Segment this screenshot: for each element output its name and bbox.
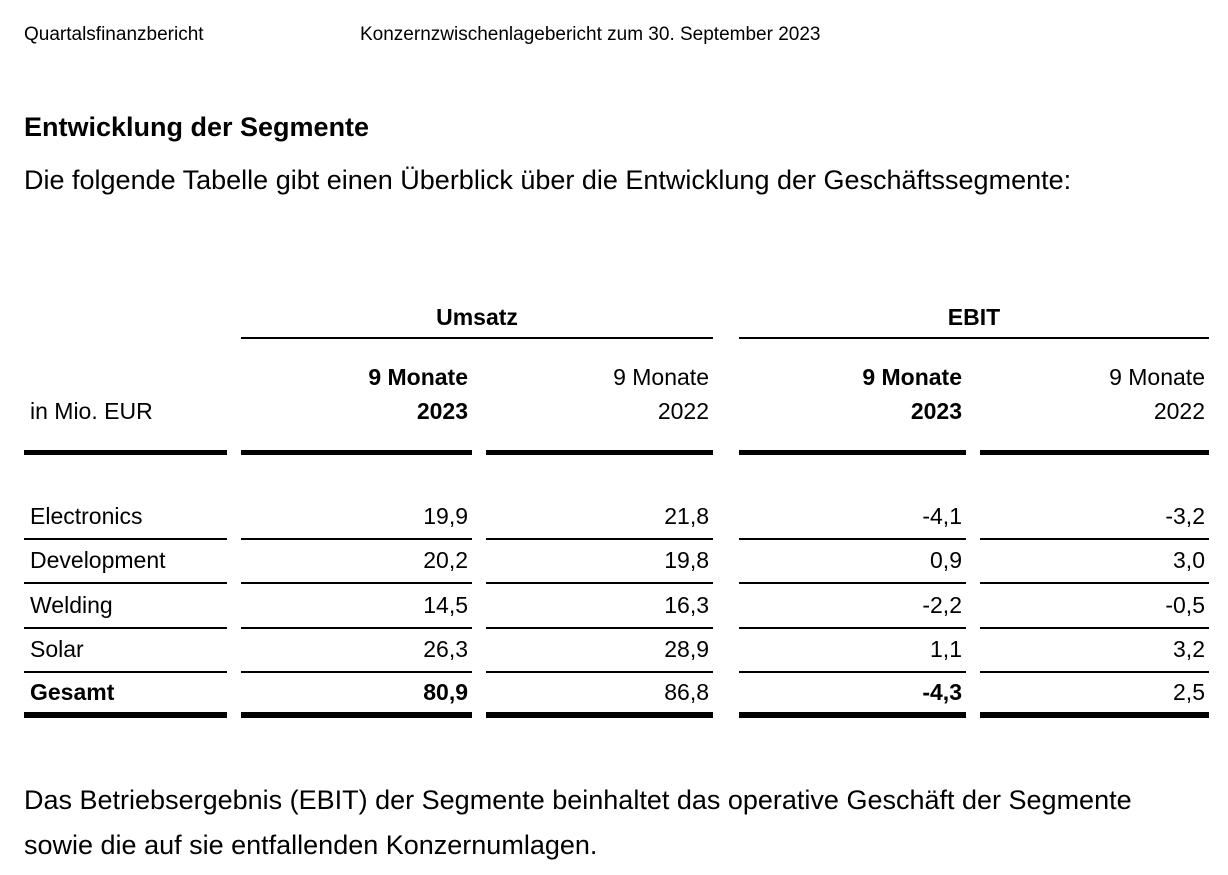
cell-umsatz-2023: 14,5: [241, 584, 472, 629]
footer-note-line2: sowie die auf sie entfallenden Konzernum…: [24, 830, 598, 860]
section-title: Entwicklung der Segmente: [24, 112, 370, 142]
running-head-left: Quartalsfinanzbericht: [24, 24, 204, 45]
column-header-line2: 2023: [416, 398, 468, 424]
cell-ebit-2023: -4,3: [739, 673, 966, 718]
cell-umsatz-2023: 19,9: [241, 495, 472, 540]
cell-ebit-2023: -2,2: [739, 584, 966, 629]
cell-ebit-2022: 3,0: [980, 540, 1209, 584]
column-header-line1: 9 Monate: [368, 364, 468, 390]
column-header-ebit-2023: 9 Monate 2023: [739, 339, 966, 455]
column-header-line1: 9 Monate: [862, 364, 962, 390]
cell-ebit-2023: 0,9: [739, 540, 966, 584]
column-header-ebit-2022: 9 Monate 2022: [980, 339, 1209, 455]
row-label: Welding: [24, 584, 227, 629]
cell-umsatz-2023: 20,2: [241, 540, 472, 584]
column-header-row: in Mio. EUR 9 Monate 2023 9 Monate 2022 …: [24, 339, 1209, 455]
group-header-ebit: EBIT: [739, 290, 1209, 339]
row-label: Electronics: [24, 495, 227, 540]
footer-note-line1: Das Betriebsergebnis (EBIT) der Segmente…: [24, 785, 1132, 815]
cell-ebit-2022: -3,2: [980, 495, 1209, 540]
row-label: Solar: [24, 629, 227, 673]
intro-paragraph: Die folgende Tabelle gibt einen Überblic…: [24, 165, 1072, 195]
cell-umsatz-2022: 19,8: [486, 540, 713, 584]
group-header-row: Umsatz EBIT: [24, 290, 1209, 339]
table-row-total: Gesamt 80,9 86,8 -4,3 2,5: [24, 673, 1209, 718]
cell-umsatz-2022: 16,3: [486, 584, 713, 629]
footer-note: Das Betriebsergebnis (EBIT) der Segmente…: [24, 778, 1214, 868]
cell-umsatz-2022: 28,9: [486, 629, 713, 673]
column-header-line2: 2022: [1153, 398, 1205, 424]
cell-ebit-2023: 1,1: [739, 629, 966, 673]
column-header-line1: 9 Monate: [1109, 364, 1205, 390]
cell-umsatz-2022: 86,8: [486, 673, 713, 718]
segment-table: Umsatz EBIT in Mio. EUR 9 Monate 2023 9 …: [24, 290, 1209, 718]
row-label: Gesamt: [24, 673, 227, 718]
running-head-right: Konzernzwischenlagebericht zum 30. Septe…: [360, 24, 821, 45]
column-header-line2: 2023: [910, 398, 962, 424]
table-row-solar: Solar 26,3 28,9 1,1 3,2: [24, 629, 1209, 673]
cell-ebit-2022: 3,2: [980, 629, 1209, 673]
unit-label: in Mio. EUR: [30, 398, 153, 424]
cell-umsatz-2023: 80,9: [241, 673, 472, 718]
row-label: Development: [24, 540, 227, 584]
column-header-umsatz-2022: 9 Monate 2022: [486, 339, 713, 455]
table-row-development: Development 20,2 19,8 0,9 3,0: [24, 540, 1209, 584]
cell-umsatz-2023: 26,3: [241, 629, 472, 673]
table-gap-row: [24, 455, 1209, 495]
column-header-umsatz-2023: 9 Monate 2023: [241, 339, 472, 455]
column-header-line1: 9 Monate: [613, 364, 709, 390]
cell-umsatz-2022: 21,8: [486, 495, 713, 540]
cell-ebit-2022: -0,5: [980, 584, 1209, 629]
column-header-line2: 2022: [657, 398, 709, 424]
unit-label-cell: in Mio. EUR: [24, 339, 227, 455]
cell-ebit-2022: 2,5: [980, 673, 1209, 718]
group-header-umsatz: Umsatz: [241, 290, 713, 339]
cell-ebit-2023: -4,1: [739, 495, 966, 540]
table-row-electronics: Electronics 19,9 21,8 -4,1 -3,2: [24, 495, 1209, 540]
table-row-welding: Welding 14,5 16,3 -2,2 -0,5: [24, 584, 1209, 629]
